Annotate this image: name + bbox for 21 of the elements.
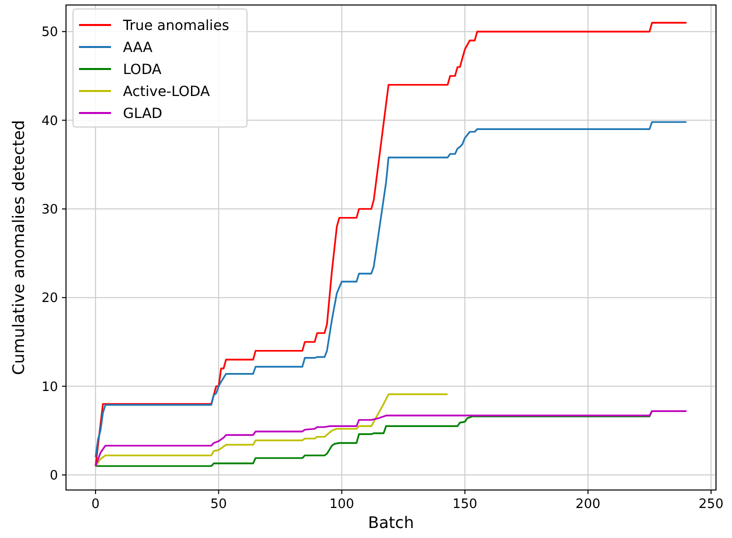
y-tick-label: 30	[41, 202, 58, 218]
legend-label: Active-LODA	[123, 84, 210, 100]
x-tick-label: 250	[698, 497, 724, 512]
line-series	[94, 393, 448, 467]
x-tick-label: 0	[91, 497, 100, 512]
x-tick-label: 200	[576, 497, 600, 512]
y-axis-title: Cumulative anomalies detected	[9, 120, 28, 375]
x-axis-title: Batch	[368, 513, 414, 532]
line-series	[94, 121, 688, 458]
x-tick-label: 100	[329, 497, 354, 512]
x-tick-label: 150	[452, 497, 478, 512]
legend-label: AAA	[123, 40, 153, 56]
x-tick-label: 50	[210, 497, 227, 512]
legend-label: LODA	[123, 62, 162, 78]
y-tick-label: 50	[41, 25, 58, 40]
y-tick-label: 20	[41, 291, 58, 306]
y-tick-label: 0	[50, 468, 58, 484]
y-tick-label: 10	[41, 380, 58, 395]
legend-label: True anomalies	[122, 18, 230, 34]
legend-label: GLAD	[123, 106, 162, 122]
y-tick-label: 40	[41, 114, 58, 129]
